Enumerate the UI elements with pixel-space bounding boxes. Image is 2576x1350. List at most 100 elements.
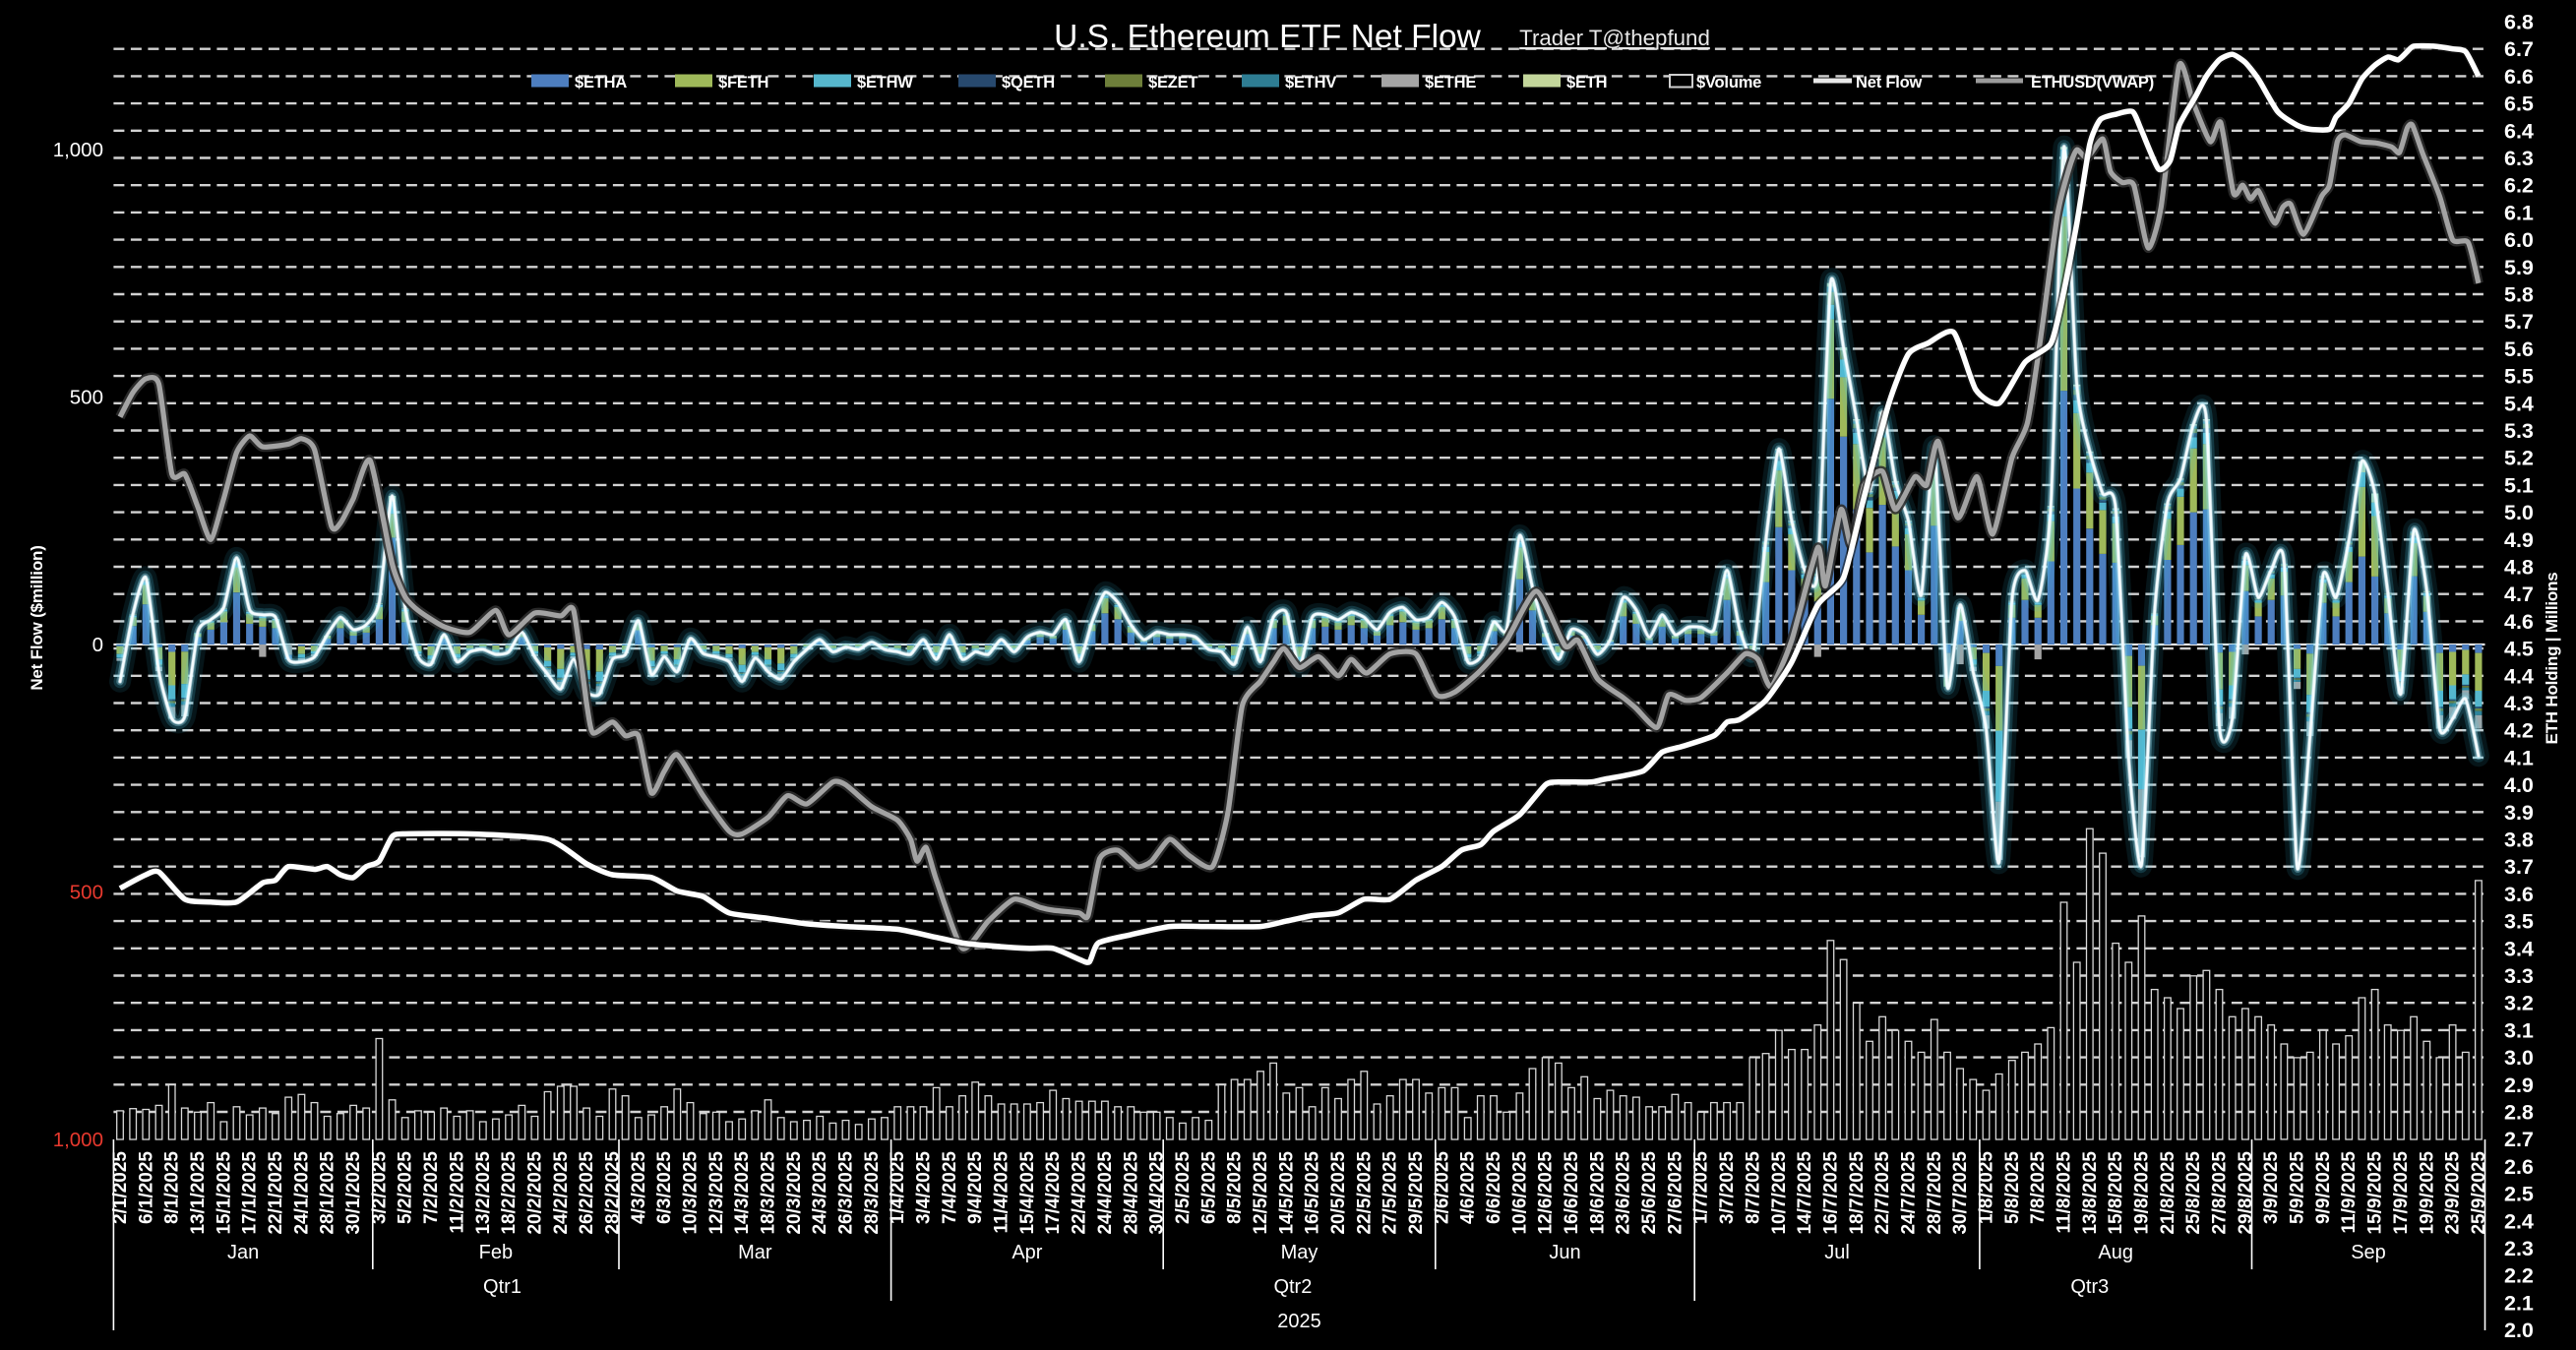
svg-text:18/6/2025: 18/6/2025 bbox=[1587, 1151, 1608, 1235]
svg-text:4.4: 4.4 bbox=[2504, 664, 2534, 688]
svg-text:29/8/2025: 29/8/2025 bbox=[2236, 1151, 2256, 1235]
svg-text:ETHUSD(VWAP): ETHUSD(VWAP) bbox=[2031, 74, 2154, 92]
svg-text:18/3/2025: 18/3/2025 bbox=[759, 1151, 779, 1235]
svg-text:2.9: 2.9 bbox=[2504, 1074, 2534, 1097]
svg-text:Trader T@thepfund: Trader T@thepfund bbox=[1519, 26, 1710, 50]
svg-text:12/3/2025: 12/3/2025 bbox=[706, 1151, 727, 1235]
svg-text:500: 500 bbox=[70, 386, 103, 408]
svg-text:2025: 2025 bbox=[1277, 1311, 1321, 1332]
svg-text:20/2/2025: 20/2/2025 bbox=[524, 1151, 545, 1235]
svg-text:6/3/2025: 6/3/2025 bbox=[654, 1151, 675, 1224]
svg-text:2.4: 2.4 bbox=[2504, 1209, 2534, 1233]
svg-text:4/6/2025: 4/6/2025 bbox=[1458, 1151, 1479, 1224]
svg-text:28/7/2025: 28/7/2025 bbox=[1925, 1151, 1945, 1235]
svg-text:13/2/2025: 13/2/2025 bbox=[473, 1151, 494, 1235]
svg-text:Qtr3: Qtr3 bbox=[2070, 1276, 2109, 1298]
svg-text:May: May bbox=[1281, 1242, 1319, 1263]
svg-text:4.5: 4.5 bbox=[2504, 638, 2534, 661]
svg-text:26/2/2025: 26/2/2025 bbox=[577, 1151, 597, 1235]
svg-text:5/2/2025: 5/2/2025 bbox=[396, 1151, 416, 1224]
svg-text:5.7: 5.7 bbox=[2504, 310, 2534, 334]
svg-text:25/8/2025: 25/8/2025 bbox=[2183, 1151, 2204, 1235]
svg-text:11/4/2025: 11/4/2025 bbox=[992, 1151, 1012, 1234]
svg-text:3.8: 3.8 bbox=[2504, 828, 2534, 852]
svg-text:5.5: 5.5 bbox=[2504, 365, 2534, 389]
svg-text:3.3: 3.3 bbox=[2504, 964, 2534, 988]
svg-text:Mar: Mar bbox=[738, 1242, 772, 1263]
svg-text:17/1/2025: 17/1/2025 bbox=[240, 1151, 261, 1235]
svg-text:5.1: 5.1 bbox=[2504, 473, 2534, 497]
svg-text:15/4/2025: 15/4/2025 bbox=[1017, 1151, 1038, 1235]
svg-text:30/4/2025: 30/4/2025 bbox=[1147, 1151, 1168, 1235]
svg-text:Jul: Jul bbox=[1824, 1242, 1850, 1263]
svg-text:6/1/2025: 6/1/2025 bbox=[136, 1151, 156, 1224]
svg-text:$ETHV: $ETHV bbox=[1285, 74, 1336, 92]
svg-text:Net Flow: Net Flow bbox=[1856, 74, 1923, 92]
svg-text:5.3: 5.3 bbox=[2504, 419, 2534, 443]
svg-text:7/8/2025: 7/8/2025 bbox=[2028, 1151, 2049, 1224]
svg-text:7/4/2025: 7/4/2025 bbox=[940, 1151, 960, 1224]
svg-text:2.0: 2.0 bbox=[2504, 1319, 2534, 1342]
svg-text:4.3: 4.3 bbox=[2504, 692, 2534, 715]
svg-text:0: 0 bbox=[92, 634, 103, 656]
svg-text:4.6: 4.6 bbox=[2504, 610, 2534, 634]
svg-text:27/6/2025: 27/6/2025 bbox=[1665, 1151, 1686, 1235]
svg-text:25/9/2025: 25/9/2025 bbox=[2469, 1151, 2489, 1235]
svg-text:4.8: 4.8 bbox=[2504, 556, 2534, 580]
svg-text:Aug: Aug bbox=[2098, 1242, 2133, 1263]
svg-text:17/9/2025: 17/9/2025 bbox=[2391, 1151, 2412, 1235]
svg-text:6.3: 6.3 bbox=[2504, 147, 2534, 170]
svg-text:$ETHW: $ETHW bbox=[857, 74, 913, 92]
svg-text:30/7/2025: 30/7/2025 bbox=[1950, 1151, 1971, 1235]
svg-text:30/1/2025: 30/1/2025 bbox=[343, 1151, 364, 1235]
svg-text:2/5/2025: 2/5/2025 bbox=[1173, 1151, 1194, 1224]
svg-text:8/7/2025: 8/7/2025 bbox=[1743, 1151, 1763, 1224]
svg-text:2.8: 2.8 bbox=[2504, 1101, 2534, 1125]
svg-text:3.4: 3.4 bbox=[2504, 937, 2534, 960]
svg-text:3.1: 3.1 bbox=[2504, 1018, 2534, 1042]
svg-text:4.9: 4.9 bbox=[2504, 528, 2534, 552]
svg-text:26/3/2025: 26/3/2025 bbox=[836, 1151, 857, 1235]
svg-text:24/2/2025: 24/2/2025 bbox=[551, 1151, 572, 1235]
svg-text:3/2/2025: 3/2/2025 bbox=[369, 1151, 390, 1224]
svg-text:6.6: 6.6 bbox=[2504, 65, 2534, 89]
svg-text:$QETH: $QETH bbox=[1002, 74, 1055, 92]
svg-text:24/1/2025: 24/1/2025 bbox=[291, 1151, 312, 1235]
svg-text:23/9/2025: 23/9/2025 bbox=[2443, 1151, 2464, 1235]
svg-text:4.0: 4.0 bbox=[2504, 773, 2534, 797]
svg-text:14/3/2025: 14/3/2025 bbox=[732, 1151, 753, 1235]
svg-text:14/5/2025: 14/5/2025 bbox=[1276, 1151, 1297, 1235]
svg-text:16/7/2025: 16/7/2025 bbox=[1820, 1151, 1841, 1235]
svg-text:10/3/2025: 10/3/2025 bbox=[681, 1151, 702, 1235]
svg-text:Jan: Jan bbox=[227, 1242, 259, 1263]
svg-text:2.7: 2.7 bbox=[2504, 1128, 2534, 1151]
svg-text:6.8: 6.8 bbox=[2504, 11, 2534, 34]
svg-text:3/9/2025: 3/9/2025 bbox=[2261, 1151, 2282, 1224]
svg-text:4.1: 4.1 bbox=[2504, 746, 2534, 769]
svg-text:22/5/2025: 22/5/2025 bbox=[1354, 1151, 1375, 1235]
svg-text:13/1/2025: 13/1/2025 bbox=[188, 1151, 209, 1235]
svg-text:Jun: Jun bbox=[1549, 1242, 1580, 1263]
svg-text:3.6: 3.6 bbox=[2504, 883, 2534, 906]
svg-text:7/2/2025: 7/2/2025 bbox=[421, 1151, 442, 1224]
svg-text:4.7: 4.7 bbox=[2504, 583, 2534, 606]
svg-text:Sep: Sep bbox=[2351, 1242, 2386, 1263]
svg-text:U.S. Ethereum ETF Net Flow: U.S. Ethereum ETF Net Flow bbox=[1054, 19, 1482, 55]
svg-text:2.1: 2.1 bbox=[2504, 1291, 2534, 1315]
svg-text:14/7/2025: 14/7/2025 bbox=[1795, 1151, 1815, 1235]
svg-text:17/4/2025: 17/4/2025 bbox=[1043, 1151, 1064, 1235]
svg-text:$Volume: $Volume bbox=[1696, 74, 1761, 92]
svg-text:21/8/2025: 21/8/2025 bbox=[2158, 1151, 2178, 1235]
svg-text:1,000: 1,000 bbox=[53, 1129, 103, 1151]
svg-text:3.0: 3.0 bbox=[2504, 1046, 2534, 1070]
svg-text:10/6/2025: 10/6/2025 bbox=[1509, 1151, 1530, 1235]
svg-text:5.4: 5.4 bbox=[2504, 392, 2534, 415]
svg-text:2.5: 2.5 bbox=[2504, 1183, 2534, 1206]
svg-text:3.2: 3.2 bbox=[2504, 992, 2534, 1015]
svg-text:12/6/2025: 12/6/2025 bbox=[1536, 1151, 1557, 1235]
svg-text:2.2: 2.2 bbox=[2504, 1264, 2534, 1288]
svg-text:10/7/2025: 10/7/2025 bbox=[1769, 1151, 1790, 1235]
svg-text:8/5/2025: 8/5/2025 bbox=[1225, 1151, 1246, 1224]
svg-text:15/9/2025: 15/9/2025 bbox=[2365, 1151, 2386, 1235]
svg-text:2.3: 2.3 bbox=[2504, 1237, 2534, 1260]
